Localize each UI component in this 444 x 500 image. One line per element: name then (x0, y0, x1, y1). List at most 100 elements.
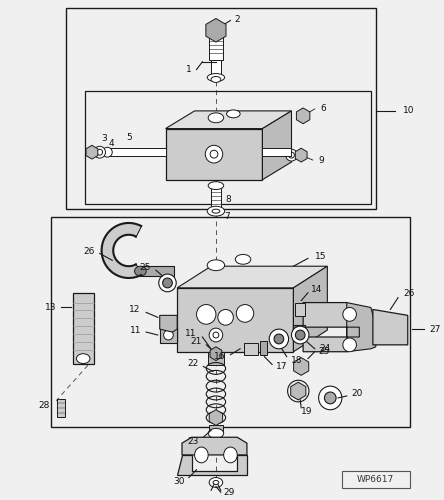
Ellipse shape (289, 152, 294, 158)
Text: 23: 23 (187, 436, 198, 446)
Polygon shape (182, 438, 247, 455)
Ellipse shape (295, 330, 305, 340)
Bar (209, 426, 223, 434)
Ellipse shape (210, 150, 218, 158)
Ellipse shape (163, 330, 173, 340)
Bar (208, 352, 224, 366)
Text: 3: 3 (102, 134, 107, 143)
Bar (295, 302, 305, 316)
Bar (293, 325, 305, 335)
Ellipse shape (76, 354, 90, 364)
Ellipse shape (94, 146, 106, 158)
Ellipse shape (206, 24, 226, 34)
Text: WP6617: WP6617 (357, 475, 394, 484)
Bar (66, 8, 376, 209)
Bar (140, 266, 174, 276)
Ellipse shape (213, 332, 219, 338)
Polygon shape (206, 18, 226, 42)
Text: 26: 26 (403, 289, 414, 298)
Text: 17: 17 (276, 362, 288, 371)
Text: 12: 12 (129, 305, 140, 314)
Polygon shape (177, 455, 247, 474)
Ellipse shape (213, 480, 219, 484)
Text: 25: 25 (139, 262, 151, 272)
Bar (57, 399, 65, 416)
Ellipse shape (212, 209, 220, 213)
Ellipse shape (343, 338, 357, 351)
Text: 7: 7 (225, 212, 230, 220)
Ellipse shape (97, 149, 103, 155)
Ellipse shape (207, 206, 225, 216)
Text: 16: 16 (214, 352, 226, 361)
Ellipse shape (224, 447, 237, 463)
Polygon shape (303, 302, 359, 327)
Bar (177, 288, 293, 352)
Text: 29: 29 (224, 488, 235, 497)
Ellipse shape (325, 392, 336, 404)
Text: 25: 25 (319, 347, 330, 356)
Bar (244, 343, 258, 354)
Text: 18: 18 (290, 356, 302, 365)
Ellipse shape (226, 110, 240, 118)
Bar (209, 30, 223, 60)
Text: 26: 26 (83, 247, 95, 256)
Bar (85, 91, 371, 204)
Ellipse shape (285, 149, 297, 161)
Ellipse shape (159, 274, 176, 292)
Bar (107, 148, 166, 156)
Ellipse shape (236, 304, 254, 322)
Polygon shape (291, 382, 306, 400)
Polygon shape (303, 337, 359, 351)
Bar (262, 148, 292, 156)
Text: 19: 19 (301, 407, 313, 416)
Polygon shape (293, 358, 309, 376)
Polygon shape (209, 410, 222, 426)
Ellipse shape (235, 254, 251, 264)
Polygon shape (160, 316, 177, 332)
Polygon shape (262, 111, 292, 180)
Ellipse shape (163, 278, 172, 288)
Ellipse shape (269, 329, 289, 349)
Ellipse shape (218, 310, 234, 325)
Polygon shape (295, 148, 307, 162)
Text: 27: 27 (429, 324, 440, 334)
Polygon shape (293, 266, 327, 352)
Text: 8: 8 (226, 195, 231, 204)
Bar (51, 217, 410, 428)
Polygon shape (347, 302, 376, 352)
Bar (260, 341, 267, 354)
Text: 20: 20 (352, 390, 363, 398)
Text: 10: 10 (403, 106, 414, 116)
Polygon shape (86, 146, 98, 159)
Text: 4: 4 (108, 139, 114, 148)
Text: 28: 28 (38, 402, 49, 410)
Bar (211, 188, 221, 209)
Ellipse shape (343, 308, 357, 322)
Ellipse shape (209, 328, 223, 342)
Polygon shape (166, 111, 292, 128)
Ellipse shape (205, 146, 223, 163)
Ellipse shape (209, 478, 223, 488)
Ellipse shape (292, 326, 309, 344)
Text: 21: 21 (190, 338, 202, 346)
Ellipse shape (319, 386, 342, 409)
Ellipse shape (208, 182, 224, 190)
Text: 11: 11 (185, 328, 197, 338)
Ellipse shape (103, 148, 112, 157)
Ellipse shape (274, 334, 284, 344)
Polygon shape (210, 347, 222, 360)
Text: 5: 5 (126, 133, 131, 142)
Polygon shape (373, 310, 408, 345)
Text: 15: 15 (315, 252, 326, 261)
Ellipse shape (207, 260, 225, 270)
Text: 11: 11 (130, 326, 141, 334)
Bar (166, 128, 262, 180)
Ellipse shape (135, 266, 146, 276)
Text: 30: 30 (174, 477, 185, 486)
Text: 13: 13 (44, 303, 56, 312)
Bar (160, 327, 177, 343)
Ellipse shape (211, 76, 221, 82)
Text: 2: 2 (234, 15, 240, 24)
Text: 22: 22 (187, 359, 198, 368)
Ellipse shape (208, 113, 224, 122)
